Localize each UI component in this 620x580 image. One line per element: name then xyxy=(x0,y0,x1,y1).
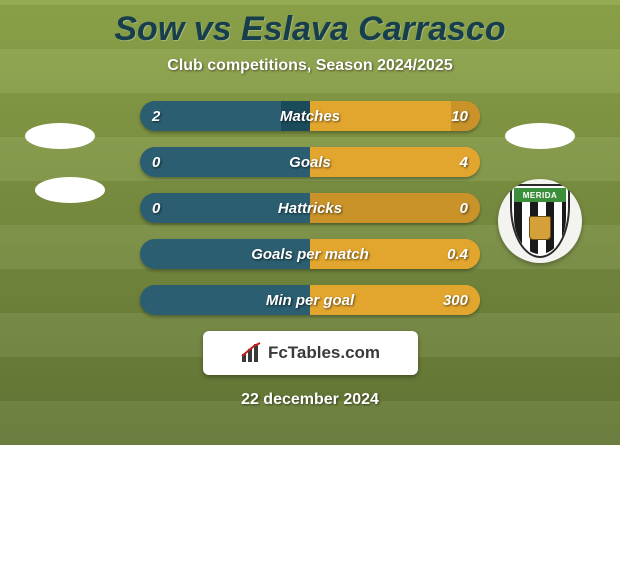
page-subtitle: Club competitions, Season 2024/2025 xyxy=(0,57,620,75)
comparison-card: Sow vs Eslava Carrasco Club competitions… xyxy=(0,0,620,445)
avatar-placeholder-left-2 xyxy=(35,177,105,203)
stat-left-value: 0 xyxy=(152,193,160,223)
stat-row: Matches2 10 xyxy=(140,101,480,131)
stat-row: Min per goal300 xyxy=(140,285,480,315)
stat-row: Hattricks0 0 xyxy=(140,193,480,223)
stat-right-value: 4 xyxy=(460,147,468,177)
club-badge-right: MERIDA xyxy=(498,179,582,263)
bar-chart-icon xyxy=(240,342,262,364)
stats-rows: Matches210Goals04Hattricks00Goals per ma… xyxy=(140,101,480,315)
stat-row: Goals per match0.4 xyxy=(140,239,480,269)
stat-label: Matches xyxy=(140,101,480,131)
stat-right-value: 0.4 xyxy=(447,239,468,269)
fctables-label: FcTables.com xyxy=(268,343,380,363)
stat-label: Min per goal xyxy=(140,285,480,315)
avatar-placeholder-left-1 xyxy=(25,123,95,149)
stat-right-value: 10 xyxy=(451,101,468,131)
fctables-badge[interactable]: FcTables.com xyxy=(203,331,418,375)
stat-left-value: 2 xyxy=(152,101,160,131)
stat-right-value: 0 xyxy=(460,193,468,223)
date-label: 22 december 2024 xyxy=(0,391,620,409)
stat-label: Goals xyxy=(140,147,480,177)
merida-shield-icon: MERIDA xyxy=(510,184,570,258)
stat-left-value: 0 xyxy=(152,147,160,177)
page-title: Sow vs Eslava Carrasco xyxy=(0,0,620,49)
stat-right-value: 300 xyxy=(443,285,468,315)
stat-label: Goals per match xyxy=(140,239,480,269)
stat-row: Goals0 4 xyxy=(140,147,480,177)
avatar-placeholder-right-1 xyxy=(505,123,575,149)
stat-label: Hattricks xyxy=(140,193,480,223)
